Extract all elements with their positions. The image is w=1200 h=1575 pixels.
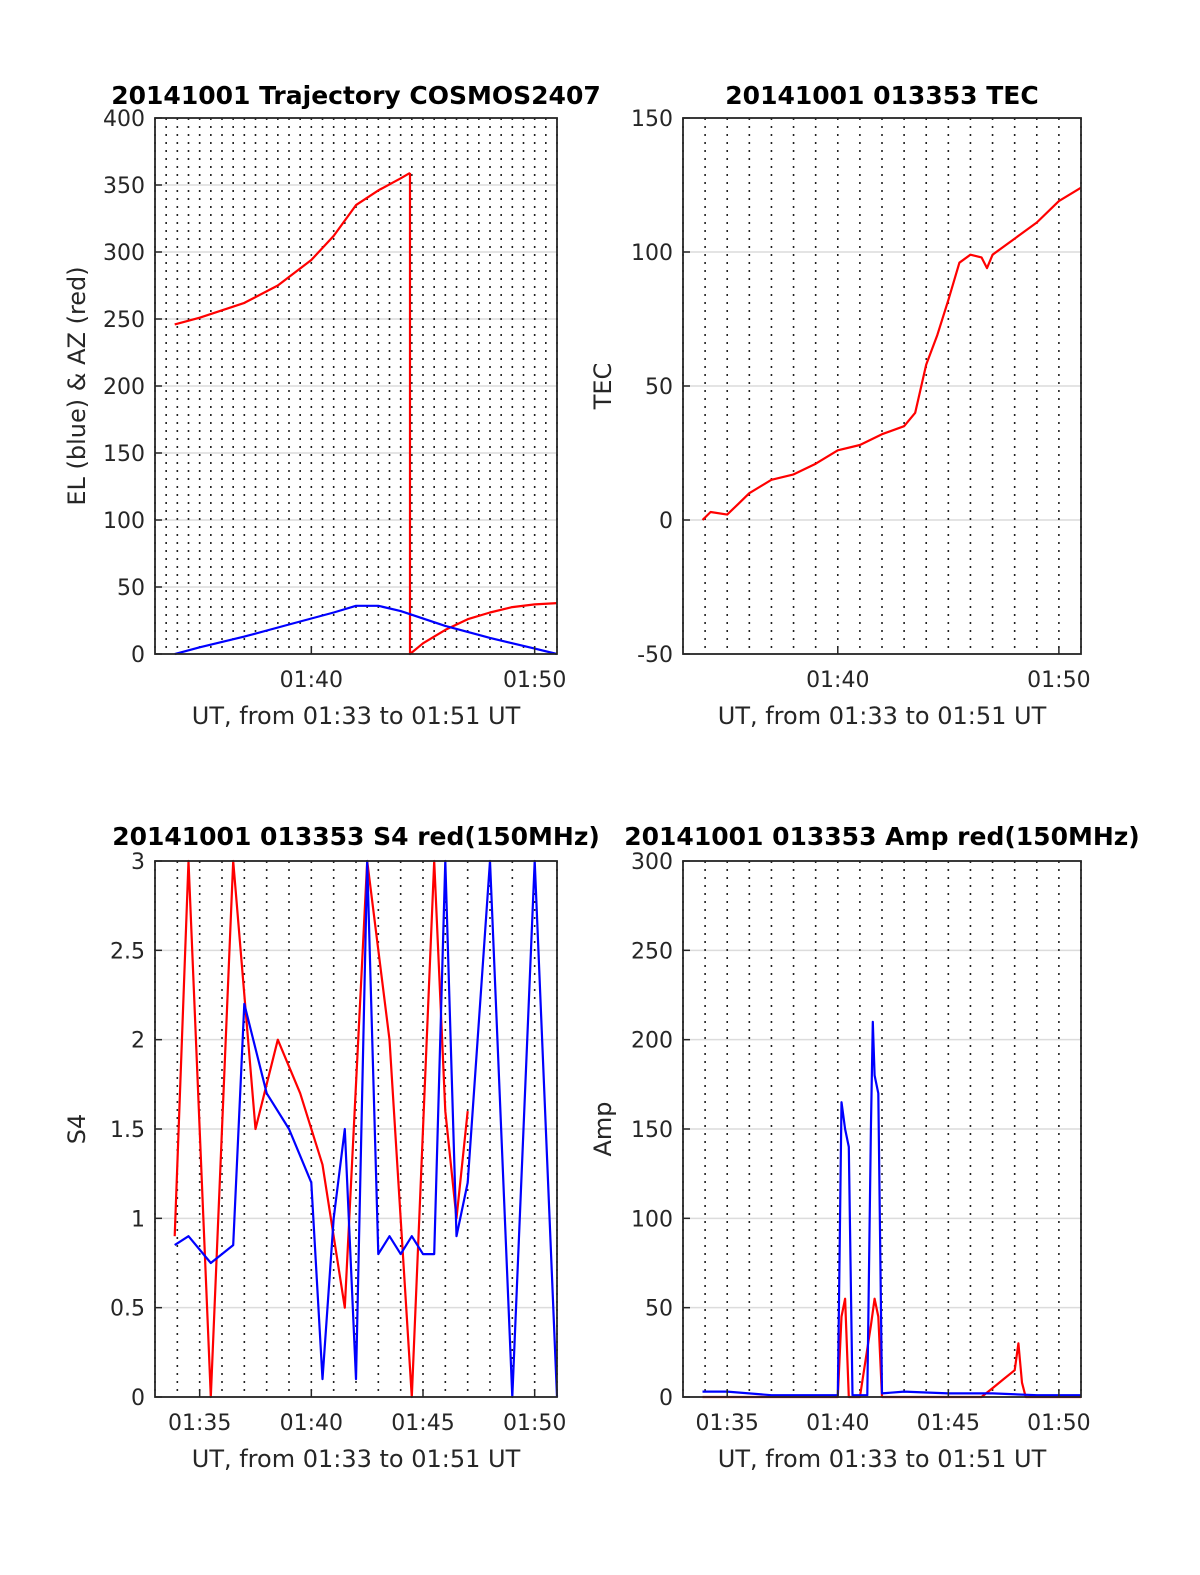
y-tick-label: 2 <box>131 1029 145 1054</box>
y-axis-label: Amp <box>589 1101 617 1156</box>
amp-chart-panel: 0 50 100 150 200 250 300 01:35 01:40 01:45 01:50 2… <box>589 822 1140 1473</box>
y-tick-label: 250 <box>631 939 673 964</box>
y-tick-label: -50 <box>637 643 673 668</box>
y-tick-label: 0 <box>131 643 145 668</box>
series-line <box>408 172 558 656</box>
series-line <box>702 1020 1081 1397</box>
y-tick-label: 50 <box>117 576 145 601</box>
y-tick-label: 350 <box>103 174 145 199</box>
y-tick-label: 200 <box>103 375 145 400</box>
y-tick-label: 250 <box>103 308 145 333</box>
y-tick-label: 300 <box>103 241 145 266</box>
chart-title: 20141001 013353 TEC <box>725 81 1038 110</box>
x-tick-label: 01:35 <box>696 1411 759 1436</box>
y-tick-label: 100 <box>631 1207 673 1232</box>
series-line <box>174 859 559 1399</box>
y-tick-label: 0.5 <box>110 1297 145 1322</box>
y-tick-label: 1 <box>131 1207 145 1232</box>
tec-chart-panel: -50 0 50 100 150 01:40 01:50 20141001 013353 T… <box>589 81 1091 730</box>
y-tick-label: 0 <box>659 509 673 534</box>
x-axis-label: UT, from 01:33 to 01:51 UT <box>192 702 521 730</box>
series-line <box>702 1297 1081 1399</box>
y-tick-label: 100 <box>631 241 673 266</box>
x-tick-label: 01:50 <box>503 1411 566 1436</box>
y-axis-label: EL (blue) & AZ (red) <box>63 266 91 505</box>
y-tick-label: 200 <box>631 1029 673 1054</box>
series-line <box>701 186 1082 521</box>
x-axis-label: UT, from 01:33 to 01:51 UT <box>718 1445 1047 1473</box>
x-axis-label: UT, from 01:33 to 01:51 UT <box>718 702 1047 730</box>
y-tick-label: 0 <box>131 1386 145 1411</box>
x-axis-label: UT, from 01:33 to 01:51 UT <box>192 1445 521 1473</box>
x-tick-label: 01:40 <box>280 1411 343 1436</box>
series-line <box>174 171 411 326</box>
y-axis-label: S4 <box>63 1114 91 1145</box>
y-tick-label: 150 <box>631 107 673 132</box>
x-tick-label: 01:45 <box>917 1411 980 1436</box>
series-line <box>173 859 469 1399</box>
y-tick-label: 100 <box>103 509 145 534</box>
chart-title: 20141001 Trajectory COSMOS2407 <box>111 81 601 110</box>
series-line <box>174 604 558 656</box>
x-tick-label: 01:35 <box>168 1411 231 1436</box>
y-tick-label: 1.5 <box>110 1118 145 1143</box>
y-tick-label: 150 <box>103 442 145 467</box>
y-tick-label: 400 <box>103 107 145 132</box>
x-tick-label: 01:50 <box>1027 1411 1090 1436</box>
chart-title: 20141001 013353 Amp red(150MHz) <box>624 822 1140 851</box>
x-tick-label: 01:50 <box>503 668 566 693</box>
y-tick-label: 2.5 <box>110 939 145 964</box>
y-tick-label: 50 <box>645 375 673 400</box>
s4-chart-panel: 0 0.5 1 1.5 2 2.5 3 01:35 01:40 01:45 01:50 201410… <box>63 822 600 1473</box>
y-tick-label: 0 <box>659 1386 673 1411</box>
x-tick-label: 01:50 <box>1027 668 1090 693</box>
x-tick-label: 01:40 <box>280 668 343 693</box>
x-tick-label: 01:45 <box>391 1411 454 1436</box>
y-axis-label: TEC <box>589 363 617 411</box>
trajectory-chart-panel: 0 50 100 150 200 250 300 350 400 01:40 01:50 20141… <box>63 81 601 730</box>
x-tick-label: 01:40 <box>806 1411 869 1436</box>
y-tick-label: 150 <box>631 1118 673 1143</box>
y-tick-label: 3 <box>131 850 145 875</box>
y-tick-label: 300 <box>631 850 673 875</box>
x-tick-label: 01:40 <box>806 668 869 693</box>
y-tick-label: 50 <box>645 1297 673 1322</box>
chart-title: 20141001 013353 S4 red(150MHz) <box>112 822 600 851</box>
